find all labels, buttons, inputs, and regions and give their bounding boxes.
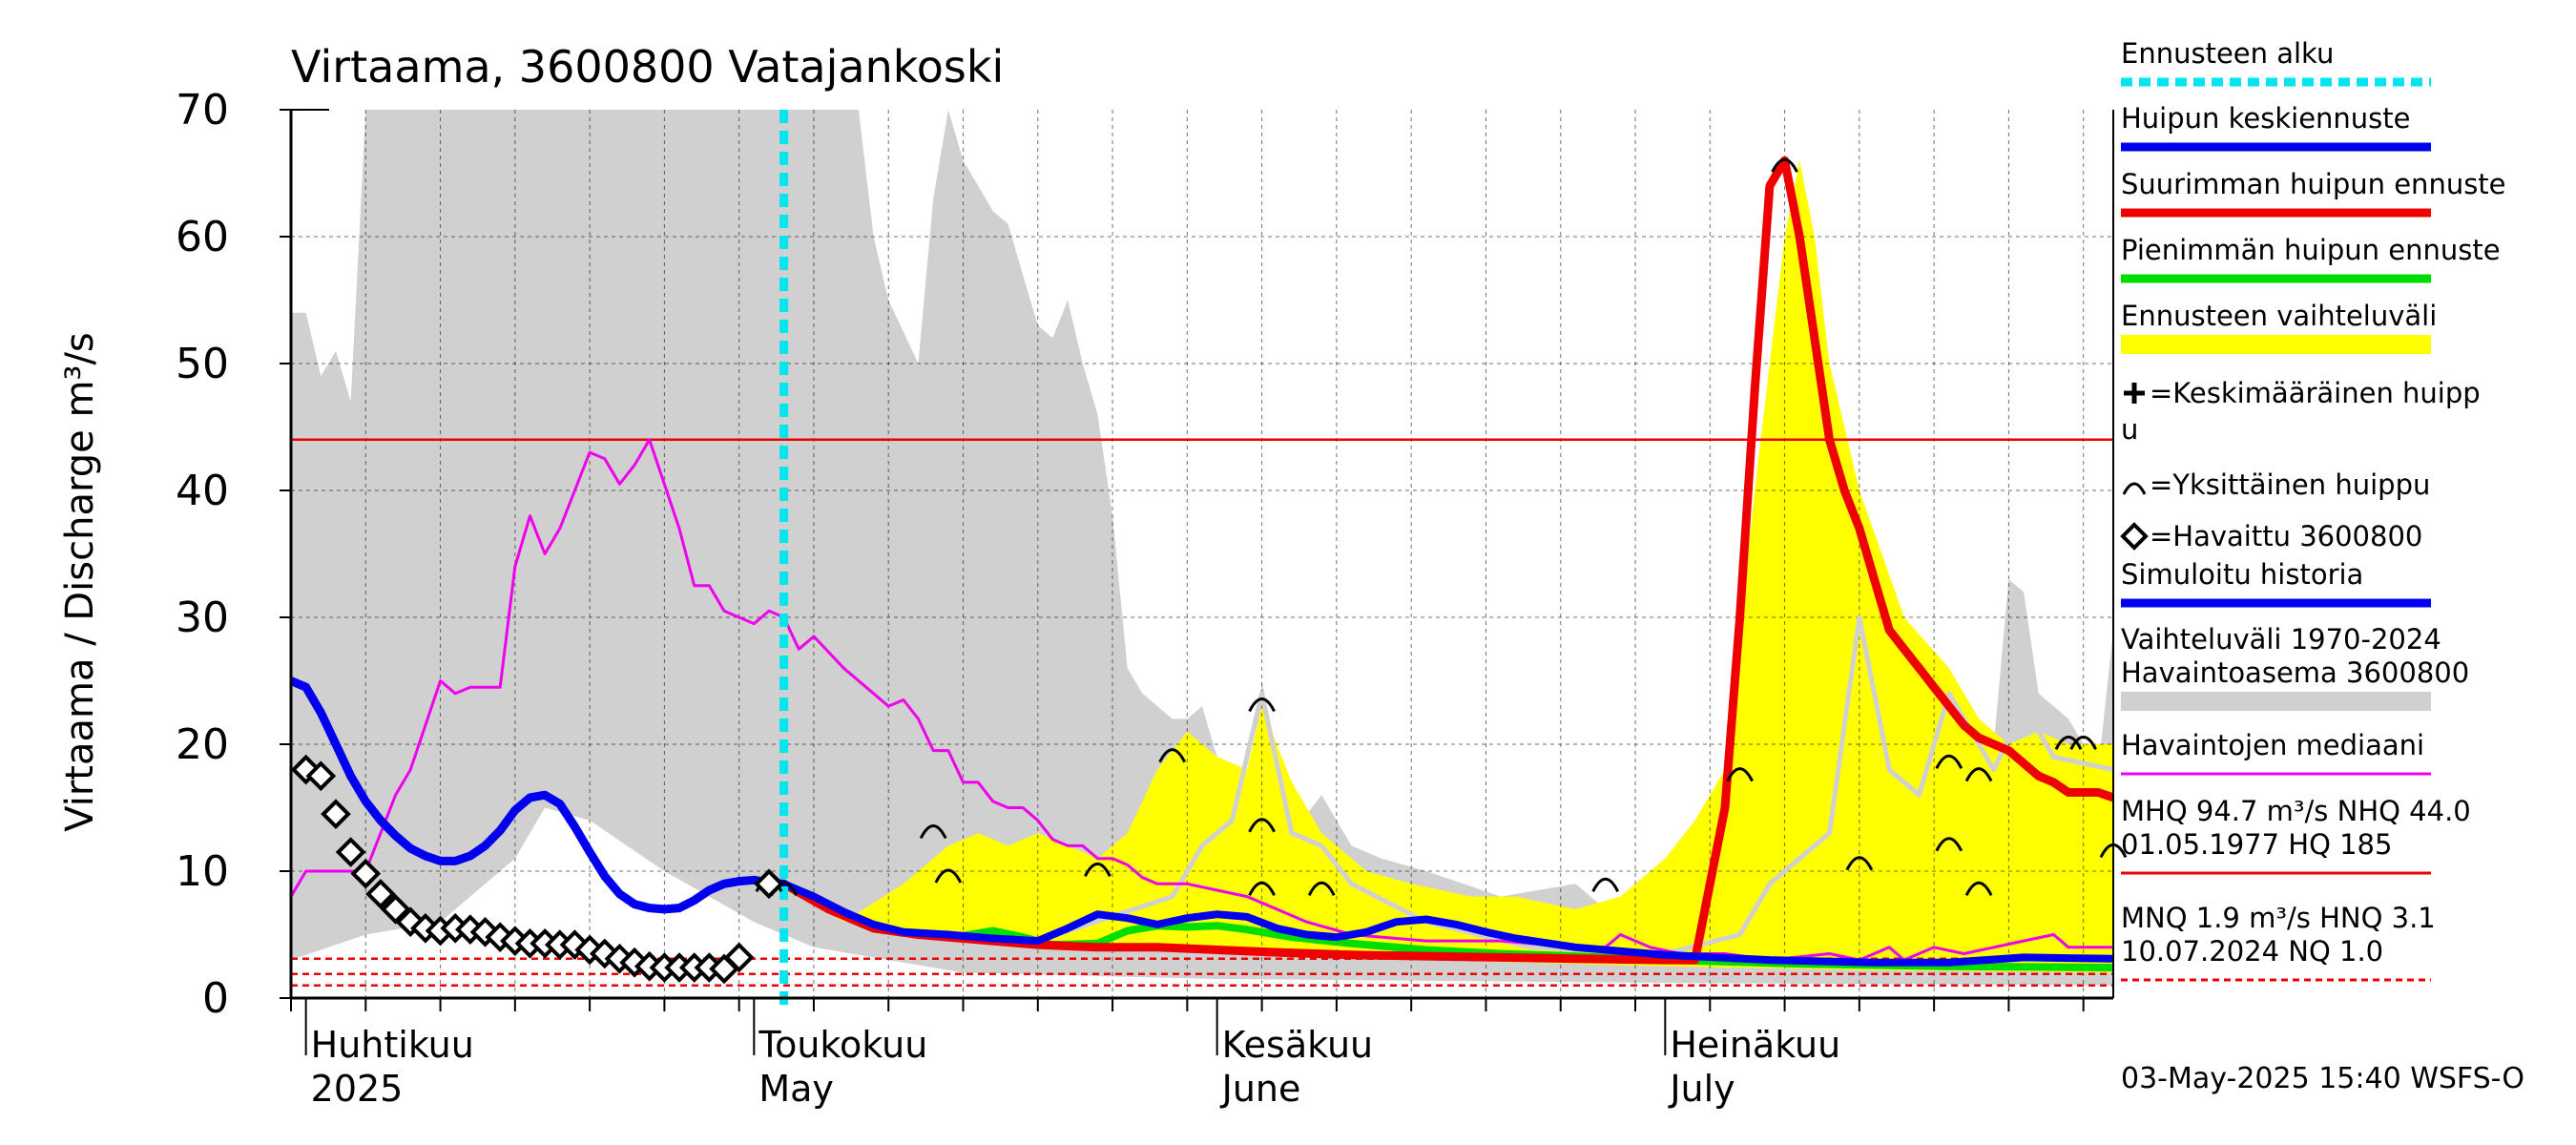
diamond-icon bbox=[2120, 522, 2149, 551]
legend-item: MNQ 1.9 m³/s HNQ 3.110.07.2024 NQ 1.0 bbox=[2121, 902, 2436, 982]
chart-title: Virtaama, 3600800 Vatajankoski bbox=[291, 41, 1004, 93]
month-sublabel: 2025 bbox=[311, 1068, 404, 1110]
y-tick-label: 20 bbox=[176, 720, 229, 769]
legend-label: Ennusteen alku bbox=[2121, 37, 2334, 70]
plus-symbol-icon bbox=[2124, 383, 2145, 404]
y-tick-label: 70 bbox=[176, 86, 229, 135]
observed-point bbox=[723, 942, 755, 973]
legend-label: Vaihteluväli 1970-2024 bbox=[2121, 623, 2441, 656]
legend-label: Suurimman huipun ennuste bbox=[2121, 168, 2506, 200]
y-tick-label: 0 bbox=[202, 974, 229, 1023]
legend-band-swatch bbox=[2121, 335, 2431, 354]
month-sublabel: May bbox=[758, 1068, 834, 1110]
plot-area bbox=[291, 110, 2113, 998]
y-tick-label: 30 bbox=[176, 593, 229, 642]
legend-item: MHQ 94.7 m³/s NHQ 44.001.05.1977 HQ 185 bbox=[2121, 795, 2471, 875]
y-tick-label: 60 bbox=[176, 213, 229, 261]
observed-point bbox=[365, 879, 396, 909]
y-axis-label: Virtaama / Discharge m³/s bbox=[58, 332, 102, 832]
legend-label: Havaintojen mediaani bbox=[2121, 729, 2424, 761]
peak-marker bbox=[1771, 157, 1798, 173]
peak-marker bbox=[1248, 697, 1276, 713]
legend-label: Huipun keskiennuste bbox=[2121, 102, 2411, 135]
peak-marker bbox=[1248, 818, 1276, 833]
y-tick-label: 40 bbox=[176, 467, 229, 515]
month-sublabel: July bbox=[1668, 1068, 1735, 1110]
peak-marker bbox=[919, 823, 947, 840]
legend-item: =Havaittu 3600800 bbox=[2120, 520, 2422, 552]
peak-marker bbox=[1935, 754, 1963, 769]
timestamp-footer: 03-May-2025 15:40 WSFS-O bbox=[2121, 1062, 2524, 1095]
observed-point bbox=[305, 760, 337, 792]
legend-item: Simuloitu historia bbox=[2121, 558, 2431, 608]
series-line bbox=[779, 880, 2113, 967]
legend-label: Ennusteen vaihteluväli bbox=[2121, 300, 2437, 332]
observed-point bbox=[380, 894, 411, 925]
peak-marker bbox=[1845, 856, 1874, 871]
peak-marker bbox=[1964, 881, 1993, 896]
series-line bbox=[291, 677, 789, 914]
legend-item: Ennusteen vaihteluväli bbox=[2121, 300, 2437, 354]
peak-marker bbox=[1158, 748, 1187, 763]
peak-marker bbox=[2054, 735, 2083, 751]
month-label: Kesäkuu bbox=[1222, 1024, 1374, 1066]
legend-item: Havaintojen mediaani bbox=[2121, 729, 2431, 776]
peak-arc-icon bbox=[2122, 482, 2147, 495]
legend-item: Vaihteluväli 1970-2024 Havaintoasema 360… bbox=[2121, 623, 2469, 711]
legend-label-continued: u bbox=[2121, 413, 2138, 446]
legend-label: Simuloitu historia bbox=[2121, 558, 2363, 591]
month-label: Toukokuu bbox=[758, 1024, 927, 1066]
peak-marker bbox=[1935, 837, 1963, 852]
observed-point bbox=[754, 868, 784, 900]
series-line bbox=[779, 156, 2113, 965]
peak-marker bbox=[934, 868, 963, 884]
legend-band-swatch bbox=[2121, 692, 2431, 711]
legend-item: Ennusteen alku bbox=[2121, 37, 2431, 87]
peak-marker bbox=[2069, 735, 2098, 751]
legend-item: Suurimman huipun ennuste bbox=[2121, 168, 2506, 218]
legend-label: MHQ 94.7 m³/s NHQ 44.0 bbox=[2121, 795, 2471, 827]
legend: Ennusteen alku Huipun keskiennuste Suurimm… bbox=[2120, 37, 2506, 982]
peak-marker bbox=[1726, 767, 1754, 782]
legend-item: Huipun keskiennuste bbox=[2121, 102, 2431, 152]
grid bbox=[291, 110, 2113, 998]
peak-marker bbox=[1591, 877, 1620, 893]
observed-point bbox=[321, 799, 351, 829]
legend-item: =Yksittäinen huippu bbox=[2122, 468, 2430, 501]
month-sublabel: June bbox=[1220, 1068, 1301, 1110]
observed-point bbox=[335, 837, 366, 867]
legend-label: MNQ 1.9 m³/s HNQ 3.1 bbox=[2121, 902, 2436, 934]
observed-point bbox=[350, 858, 382, 889]
legend-label: Pienimmän huipun ennuste bbox=[2121, 234, 2501, 266]
peak-marker bbox=[1964, 767, 1993, 782]
y-tick-label: 10 bbox=[176, 847, 229, 896]
legend-item: =Keskimääräinen huipp u bbox=[2121, 377, 2481, 446]
legend-item: Pienimmän huipun ennuste bbox=[2121, 234, 2501, 283]
peak-marker bbox=[1307, 881, 1336, 896]
legend-label: =Keskimääräinen huipp bbox=[2150, 377, 2481, 409]
legend-label-continued: 10.07.2024 NQ 1.0 bbox=[2121, 935, 2383, 968]
month-label: Heinäkuu bbox=[1670, 1024, 1840, 1066]
y-tick-label: 50 bbox=[176, 340, 229, 388]
peak-marker bbox=[1248, 881, 1276, 896]
peak-marker bbox=[1084, 862, 1111, 878]
legend-label-continued: Havaintoasema 3600800 bbox=[2121, 656, 2469, 689]
legend-label-continued: 01.05.1977 HQ 185 bbox=[2121, 828, 2392, 861]
legend-label: =Yksittäinen huippu bbox=[2150, 468, 2430, 501]
month-label: Huhtikuu bbox=[311, 1024, 474, 1066]
legend-label: =Havaittu 3600800 bbox=[2150, 520, 2422, 552]
history-range-band bbox=[291, 110, 2113, 986]
